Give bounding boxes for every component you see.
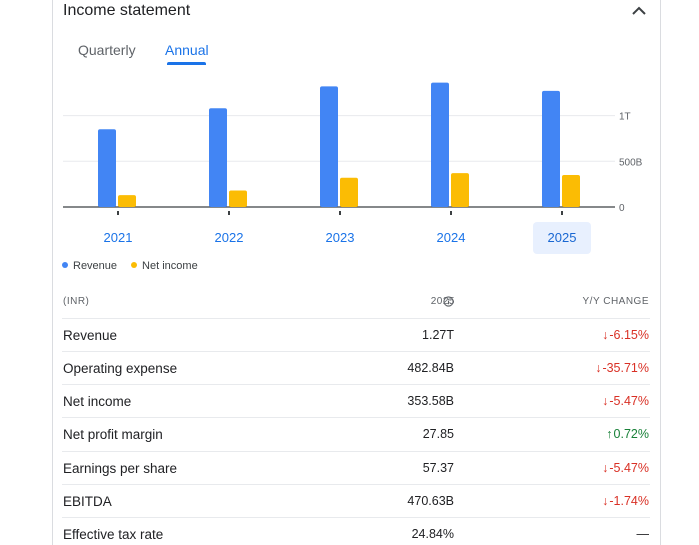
x-tick-mark bbox=[339, 211, 341, 215]
revenue-bar[interactable] bbox=[320, 86, 338, 207]
card-title: Income statement bbox=[63, 2, 191, 19]
row-label: Earnings per share bbox=[63, 461, 178, 476]
year-button-2022[interactable]: 2022 bbox=[214, 230, 244, 245]
x-tick-mark bbox=[561, 211, 563, 215]
year-button-2025[interactable]: 2025 bbox=[533, 222, 591, 254]
arrow-up-icon: ↑ bbox=[606, 427, 613, 441]
row-label: EBITDA bbox=[63, 494, 112, 509]
year-button-2023[interactable]: 2023 bbox=[325, 230, 355, 245]
x-tick-mark bbox=[450, 211, 452, 215]
tab-quarterly[interactable]: Quarterly bbox=[78, 42, 136, 58]
y-tick-label: 1T bbox=[619, 112, 631, 123]
income-statement-card bbox=[52, 0, 661, 545]
legend-label-net-income: Net income bbox=[142, 260, 198, 272]
row-change-text: -35.71% bbox=[602, 361, 649, 375]
revenue-bar[interactable] bbox=[209, 108, 227, 207]
year-header: 2025 bbox=[400, 296, 455, 307]
row-label: Operating expense bbox=[63, 361, 178, 376]
row-change: ↓-5.47% bbox=[602, 461, 649, 475]
year-button-2024[interactable]: 2024 bbox=[436, 230, 466, 245]
revenue-dot-icon bbox=[62, 262, 68, 268]
row-value: 27.85 bbox=[422, 427, 454, 441]
chart-legend: Revenue Net income bbox=[62, 260, 198, 272]
arrow-down-icon: ↓ bbox=[602, 461, 609, 475]
x-tick-mark bbox=[117, 211, 119, 215]
tab-annual[interactable]: Annual bbox=[165, 42, 209, 58]
table-row: Net profit margin 27.85 ↑0.72% bbox=[62, 417, 650, 450]
row-change: ↓-1.74% bbox=[602, 494, 649, 508]
net-income-bar[interactable] bbox=[118, 195, 136, 207]
table-row: Effective tax rate 24.84% — bbox=[62, 517, 650, 545]
row-change: ↓-35.71% bbox=[595, 361, 649, 375]
table-row: Operating expense 482.84B ↓-35.71% bbox=[62, 351, 650, 384]
arrow-down-icon: ↓ bbox=[602, 494, 609, 508]
row-value: 1.27T bbox=[422, 328, 454, 342]
table-row: Revenue 1.27T ↓-6.15% bbox=[62, 318, 650, 351]
row-value: 57.37 bbox=[422, 461, 454, 475]
revenue-bar[interactable] bbox=[542, 90, 560, 207]
row-change-text: 0.72% bbox=[613, 427, 649, 441]
info-icon[interactable] bbox=[443, 296, 454, 307]
net-income-dot-icon bbox=[131, 262, 138, 268]
row-change: ↑0.72% bbox=[606, 427, 649, 441]
change-header: Y/Y CHANGE bbox=[582, 296, 649, 307]
row-change-text: -5.47% bbox=[609, 461, 649, 475]
table-row: Net income 353.58B ↓-5.47% bbox=[62, 384, 650, 417]
x-tick-mark bbox=[228, 211, 230, 215]
net-income-bar[interactable] bbox=[229, 190, 247, 207]
table-row: Earnings per share 57.37 ↓-5.47% bbox=[62, 451, 650, 484]
row-change-text: -1.74% bbox=[609, 494, 649, 508]
row-label: Effective tax rate bbox=[63, 527, 164, 542]
row-change: — bbox=[637, 527, 650, 541]
year-button-2021[interactable]: 2021 bbox=[103, 230, 133, 245]
revenue-bar[interactable] bbox=[98, 129, 116, 207]
legend-item-net-income: Net income bbox=[131, 260, 198, 272]
row-change-text: -5.47% bbox=[609, 394, 649, 408]
row-label: Revenue bbox=[63, 328, 118, 343]
row-change-text: — bbox=[636, 527, 650, 541]
legend-label-revenue: Revenue bbox=[73, 260, 118, 272]
year-header-label: 2025 bbox=[430, 296, 455, 307]
row-value: 353.58B bbox=[407, 394, 454, 408]
revenue-bar[interactable] bbox=[431, 82, 449, 207]
chevron-up-icon[interactable] bbox=[628, 2, 650, 20]
row-change-text: -6.15% bbox=[609, 328, 649, 342]
y-tick-label: 500B bbox=[619, 157, 643, 168]
row-label: Net income bbox=[63, 394, 132, 409]
arrow-down-icon: ↓ bbox=[602, 394, 609, 408]
row-change: ↓-5.47% bbox=[602, 394, 649, 408]
row-value: 24.84% bbox=[411, 527, 454, 541]
arrow-down-icon: ↓ bbox=[595, 361, 602, 375]
row-value: 482.84B bbox=[407, 361, 454, 375]
tab-annual-indicator bbox=[167, 62, 206, 65]
y-tick-label: 0 bbox=[619, 203, 625, 214]
net-income-bar[interactable] bbox=[340, 177, 358, 207]
legend-item-revenue: Revenue bbox=[62, 260, 117, 272]
net-income-bar[interactable] bbox=[451, 173, 469, 207]
net-income-bar[interactable] bbox=[562, 175, 580, 207]
income-bar-chart: 0 500B 1T bbox=[63, 82, 643, 215]
table-row: EBITDA 470.63B ↓-1.74% bbox=[62, 484, 650, 517]
row-label: Net profit margin bbox=[63, 427, 163, 442]
currency-header: (INR) bbox=[63, 296, 90, 307]
row-value: 470.63B bbox=[407, 494, 454, 508]
row-change: ↓-6.15% bbox=[602, 328, 649, 342]
arrow-down-icon: ↓ bbox=[602, 328, 609, 342]
